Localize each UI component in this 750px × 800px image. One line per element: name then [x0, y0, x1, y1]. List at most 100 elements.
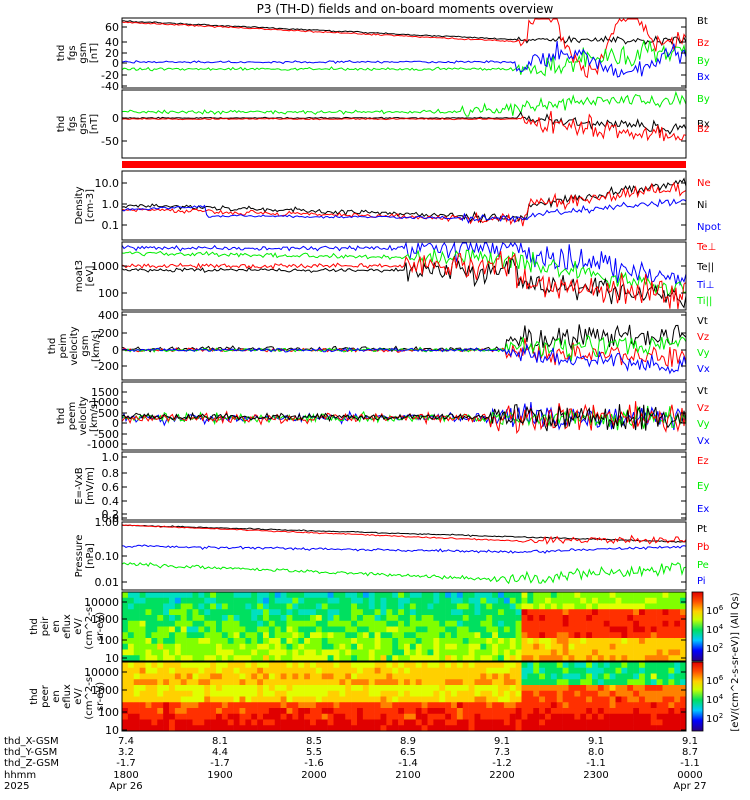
series-line-green: [121, 249, 687, 297]
heatmap-cell: [556, 638, 563, 645]
heatmap-cell: [451, 649, 458, 656]
heatmap-cell: [445, 713, 452, 720]
heatmap-cell: [145, 719, 152, 726]
heatmap-cell: [456, 679, 464, 686]
heatmap-cell: [286, 713, 293, 720]
heatmap-cell: [639, 708, 646, 715]
heatmap-cell: [615, 702, 622, 709]
heatmap-cell: [474, 673, 481, 680]
heatmap-cell: [374, 662, 381, 669]
heatmap-cell: [603, 626, 610, 633]
heatmap-cell: [527, 725, 534, 732]
heatmap-cell: [315, 632, 323, 639]
legend-entry: Ni: [697, 200, 707, 211]
heatmap-cell: [451, 609, 458, 616]
heatmap-cell: [498, 597, 505, 604]
heatmap-cell: [180, 597, 187, 604]
heatmap-cell: [151, 673, 158, 680]
heatmap-cell: [368, 662, 375, 669]
heatmap-cell: [345, 702, 352, 709]
heatmap-cell: [204, 690, 211, 697]
heatmap-cell: [380, 719, 387, 726]
heatmap-cell: [163, 603, 170, 610]
heatmap-cell: [404, 679, 411, 686]
heatmap-cell: [151, 615, 158, 622]
heatmap-cell: [597, 643, 605, 650]
heatmap-cell: [345, 713, 352, 720]
panel-frame: [121, 591, 687, 662]
heatmap-cell: [139, 626, 146, 633]
heatmap-cell: [122, 725, 129, 732]
heatmap-cell: [163, 643, 170, 650]
heatmap-cell: [239, 719, 246, 726]
heatmap-cell: [133, 679, 140, 686]
heatmap-cell: [315, 603, 323, 610]
heatmap-cell: [468, 662, 475, 669]
heatmap-cell: [568, 649, 575, 656]
heatmap-cell: [362, 655, 370, 662]
heatmap-cell: [633, 632, 640, 639]
heatmap-cell: [550, 702, 558, 709]
legend-entry: Ti||: [696, 296, 712, 307]
heatmap-cell: [456, 696, 464, 703]
heatmap-cell: [310, 702, 317, 709]
heatmap-cell: [257, 696, 264, 703]
heatmap-cell: [545, 662, 552, 669]
heatmap-cell: [163, 702, 170, 709]
heatmap-cell: [163, 655, 170, 662]
heatmap-cell: [603, 667, 610, 674]
heatmap-cell: [239, 702, 246, 709]
heatmap-cell: [163, 673, 170, 680]
heatmap-cell: [668, 662, 675, 669]
heatmap-cell: [169, 679, 176, 686]
heatmap-cell: [151, 592, 158, 599]
heatmap-cell: [662, 667, 669, 674]
heatmap-cell: [556, 615, 563, 622]
heatmap-cell: [533, 702, 540, 709]
heatmap-cell: [527, 708, 534, 715]
heatmap-cell: [468, 632, 475, 639]
heatmap-cell: [174, 655, 182, 662]
heatmap-cell: [274, 667, 281, 674]
heatmap-cell: [568, 603, 575, 610]
heatmap-cell: [515, 690, 522, 697]
heatmap-cell: [592, 655, 599, 662]
heatmap-cell: [298, 708, 305, 715]
heatmap-cell: [456, 603, 464, 610]
heatmap-cell: [498, 725, 505, 732]
heatmap-cell: [562, 725, 569, 732]
heatmap-cell: [503, 679, 511, 686]
heatmap-cell: [280, 649, 287, 656]
heatmap-cell: [433, 690, 440, 697]
heatmap-cell: [627, 643, 634, 650]
heatmap-cell: [216, 719, 223, 726]
heatmap-cell: [568, 662, 575, 669]
heatmap-cell: [139, 632, 146, 639]
heatmap-cell: [245, 655, 252, 662]
heatmap-cell: [668, 597, 675, 604]
heatmap-cell: [621, 655, 628, 662]
heatmap-cell: [545, 673, 552, 680]
heatmap-cell: [550, 667, 558, 674]
heatmap-cell: [216, 638, 223, 645]
heatmap-cell: [409, 609, 417, 616]
heatmap-cell: [362, 632, 370, 639]
heatmap-cell: [268, 696, 276, 703]
heatmap-cell: [310, 615, 317, 622]
heatmap-cell: [310, 685, 317, 692]
legend-entry: Bt: [697, 16, 708, 27]
heatmap-cell: [621, 679, 628, 686]
heatmap-cell: [321, 643, 328, 650]
heatmap-cell: [556, 609, 563, 616]
heatmap-cell: [603, 719, 610, 726]
heatmap-cell: [521, 626, 528, 633]
heatmap-cell: [415, 702, 422, 709]
heatmap-cell: [139, 603, 146, 610]
series-line-red: [121, 250, 687, 310]
heatmap-cell: [639, 643, 646, 650]
heatmap-cell: [439, 702, 446, 709]
y-tick-label: 0: [112, 417, 119, 430]
heatmap-cell: [639, 685, 646, 692]
heatmap-cell: [357, 655, 364, 662]
heatmap-cell: [639, 597, 646, 604]
